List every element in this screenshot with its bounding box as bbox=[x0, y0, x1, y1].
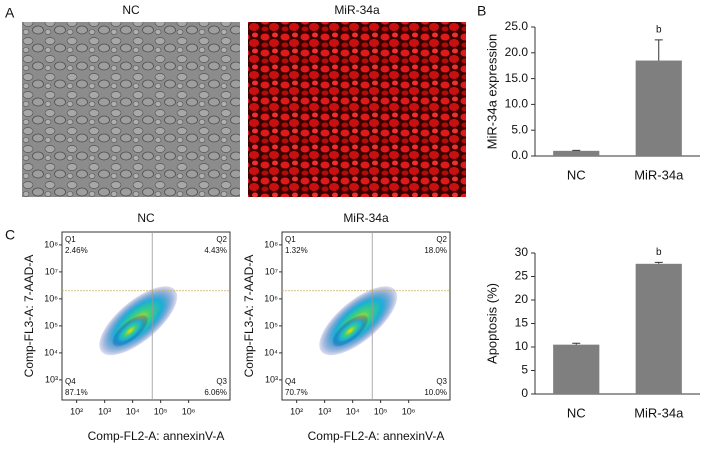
x-axis-label: Comp-FL2-A: annexinV-A bbox=[308, 429, 445, 443]
quadrant-percent: 87.1% bbox=[65, 388, 88, 397]
x-tick-label: 10⁶ bbox=[402, 406, 416, 416]
y-tick-label: 10⁵ bbox=[44, 320, 58, 330]
density-cloud bbox=[332, 315, 369, 347]
y-tick-label: 0 bbox=[521, 386, 528, 400]
micrograph bbox=[22, 22, 240, 197]
y-tick-label: 20 bbox=[515, 292, 529, 306]
error-bar bbox=[572, 342, 581, 345]
x-tick-label: NC bbox=[567, 405, 586, 420]
bar bbox=[553, 344, 600, 394]
y-tick-label: 10⁶ bbox=[264, 293, 278, 303]
micrograph bbox=[248, 22, 466, 197]
quadrant-name: Q2 bbox=[216, 235, 227, 244]
x-tick-label: 10³ bbox=[318, 406, 331, 416]
y-tick-label: 0.0 bbox=[511, 148, 528, 162]
panel-label: A bbox=[5, 5, 15, 21]
y-axis-label: MiR-34a expression bbox=[484, 34, 499, 150]
y-axis-label: Apoptosis (%) bbox=[484, 283, 499, 364]
y-tick-label: 30 bbox=[515, 245, 529, 259]
y-tick-label: 10⁴ bbox=[264, 347, 278, 357]
quadrant-name: Q3 bbox=[436, 377, 447, 386]
error-bar bbox=[654, 261, 663, 264]
significance-mark: b bbox=[656, 25, 662, 36]
bar bbox=[553, 150, 600, 156]
x-tick-label: 10² bbox=[70, 406, 83, 416]
panel-label: B bbox=[477, 3, 486, 19]
y-tick-label: 25.0 bbox=[505, 19, 529, 33]
quadrant-percent: 6.06% bbox=[204, 388, 227, 397]
plot-title: NC bbox=[137, 211, 155, 225]
x-tick-label: 10⁴ bbox=[346, 406, 360, 416]
y-tick-label: 10⁴ bbox=[44, 347, 58, 357]
y-tick-label: 10⁷ bbox=[265, 266, 278, 276]
quadrant-name: Q1 bbox=[65, 235, 76, 244]
x-axis-label: Comp-FL2-A: annexinV-A bbox=[88, 429, 225, 443]
y-tick-label: 10⁸ bbox=[264, 239, 278, 249]
y-tick-label: 15 bbox=[515, 316, 529, 330]
y-tick-label: 25 bbox=[515, 269, 529, 283]
y-tick-label: 10³ bbox=[45, 374, 58, 384]
quadrant-percent: 18.0% bbox=[424, 246, 447, 255]
bar bbox=[635, 263, 682, 394]
image-title: NC bbox=[122, 3, 140, 17]
y-tick-label: 5 bbox=[521, 363, 528, 377]
y-tick-label: 10⁵ bbox=[264, 320, 278, 330]
x-tick-label: NC bbox=[567, 167, 586, 182]
image-title: MiR-34a bbox=[334, 3, 380, 17]
x-tick-label: 10⁵ bbox=[374, 406, 388, 416]
x-tick-label: 10³ bbox=[98, 406, 111, 416]
quadrant-name: Q4 bbox=[65, 377, 76, 386]
x-tick-label: 10⁴ bbox=[126, 406, 140, 416]
quadrant-percent: 1.32% bbox=[285, 246, 308, 255]
quadrant-name: Q1 bbox=[285, 235, 296, 244]
y-tick-label: 20.0 bbox=[505, 45, 529, 59]
panel-label: C bbox=[5, 227, 15, 243]
quadrant-percent: 2.46% bbox=[65, 246, 88, 255]
y-axis-label: Comp-FL3-A: 7-AAD-A bbox=[242, 255, 256, 378]
y-tick-label: 10³ bbox=[265, 374, 278, 384]
bar bbox=[635, 60, 682, 156]
y-tick-label: 10⁸ bbox=[44, 239, 58, 249]
y-tick-label: 10⁷ bbox=[45, 266, 58, 276]
y-axis-label: Comp-FL3-A: 7-AAD-A bbox=[22, 255, 36, 378]
quadrant-percent: 10.0% bbox=[424, 388, 447, 397]
plot-title: MiR-34a bbox=[343, 211, 389, 225]
x-tick-label: 10⁵ bbox=[154, 406, 168, 416]
x-tick-label: 10² bbox=[290, 406, 303, 416]
y-tick-label: 15.0 bbox=[505, 71, 529, 85]
error-bar bbox=[654, 39, 663, 61]
error-bar bbox=[572, 149, 581, 151]
x-tick-label: 10⁶ bbox=[182, 406, 196, 416]
density-cloud bbox=[112, 315, 149, 347]
quadrant-name: Q4 bbox=[285, 377, 296, 386]
quadrant-percent: 4.43% bbox=[204, 246, 227, 255]
quadrant-percent: 70.7% bbox=[285, 388, 308, 397]
y-tick-label: 5.0 bbox=[511, 122, 528, 136]
quadrant-name: Q2 bbox=[436, 235, 447, 244]
y-tick-label: 10.0 bbox=[505, 97, 529, 111]
quadrant-name: Q3 bbox=[216, 377, 227, 386]
x-tick-label: MiR-34a bbox=[634, 405, 684, 420]
x-tick-label: MiR-34a bbox=[634, 167, 684, 182]
y-tick-label: 10 bbox=[515, 339, 529, 353]
significance-mark: b bbox=[656, 247, 662, 258]
y-tick-label: 10⁶ bbox=[44, 293, 58, 303]
